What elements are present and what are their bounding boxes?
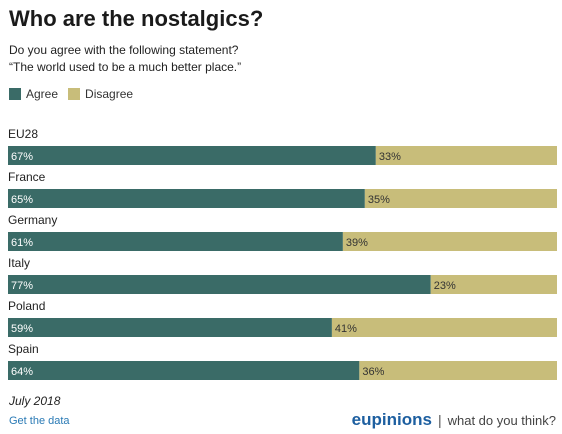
brand-logo: eupinions xyxy=(351,410,432,429)
category-label: France xyxy=(8,170,46,184)
brand-tagline: what do you think? xyxy=(447,413,556,428)
subtitle-question: Do you agree with the following statemen… xyxy=(9,43,239,57)
data-label-disagree: 41% xyxy=(335,323,357,335)
category-label: Germany xyxy=(8,213,57,227)
bar-segment-agree xyxy=(8,189,365,208)
bar-segment-disagree xyxy=(331,318,557,337)
footer-date: July 2018 xyxy=(9,394,61,408)
bar-segment-agree xyxy=(8,361,360,380)
legend-item-disagree: Disagree xyxy=(68,87,133,101)
category-label: Poland xyxy=(8,299,45,313)
bar-row-italy: Italy 77% 23% xyxy=(8,256,557,294)
category-label: Italy xyxy=(8,256,30,270)
bar-chart: EU28 67% 33% France 65% 35% Germany 61% 39% Italy… xyxy=(8,127,557,380)
bar-segment-disagree xyxy=(430,275,557,294)
bar-segment-agree xyxy=(8,318,332,337)
data-label-disagree: 33% xyxy=(379,151,401,163)
chart-subtitle: Do you agree with the following statemen… xyxy=(9,42,241,76)
legend-swatch-agree xyxy=(9,88,21,100)
bar-segment-disagree xyxy=(364,189,557,208)
get-data-link[interactable]: Get the data xyxy=(9,415,70,427)
subtitle-statement: “The world used to be a much better plac… xyxy=(9,60,242,74)
data-label-disagree: 36% xyxy=(362,366,384,378)
chart-title: Who are the nostalgics? xyxy=(9,6,264,31)
bar-segment-disagree xyxy=(342,232,557,251)
category-label: Spain xyxy=(8,342,39,356)
bar-row-eu28: EU28 67% 33% xyxy=(8,127,557,165)
data-label-agree: 65% xyxy=(11,194,33,206)
bar-row-germany: Germany 61% 39% xyxy=(8,213,557,251)
data-label-agree: 64% xyxy=(11,366,33,378)
data-label-agree: 77% xyxy=(11,280,33,292)
brand-separator: | xyxy=(437,412,442,428)
bar-row-poland: Poland 59% 41% xyxy=(8,299,557,337)
legend-label-agree: Agree xyxy=(26,87,59,101)
bar-segment-disagree xyxy=(359,361,557,380)
bar-segment-agree xyxy=(8,275,431,294)
data-label-disagree: 35% xyxy=(368,194,390,206)
bar-segment-agree xyxy=(8,232,343,251)
bar-segment-agree xyxy=(8,146,376,165)
bar-row-spain: Spain 64% 36% xyxy=(8,342,557,380)
data-label-agree: 61% xyxy=(11,237,33,249)
data-label-agree: 67% xyxy=(11,151,33,163)
data-label-disagree: 23% xyxy=(434,280,456,292)
data-label-disagree: 39% xyxy=(346,237,368,249)
data-label-agree: 59% xyxy=(11,323,33,335)
legend-item-agree: Agree xyxy=(9,87,58,101)
category-label: EU28 xyxy=(8,127,38,141)
bar-row-france: France 65% 35% xyxy=(8,170,557,208)
legend-swatch-disagree xyxy=(68,88,81,100)
brand-lockup: eupinions | what do you think? xyxy=(352,410,556,430)
bar-segment-disagree xyxy=(375,146,557,165)
legend-label-disagree: Disagree xyxy=(85,87,134,101)
chart-legend: Agree Disagree xyxy=(9,87,143,101)
